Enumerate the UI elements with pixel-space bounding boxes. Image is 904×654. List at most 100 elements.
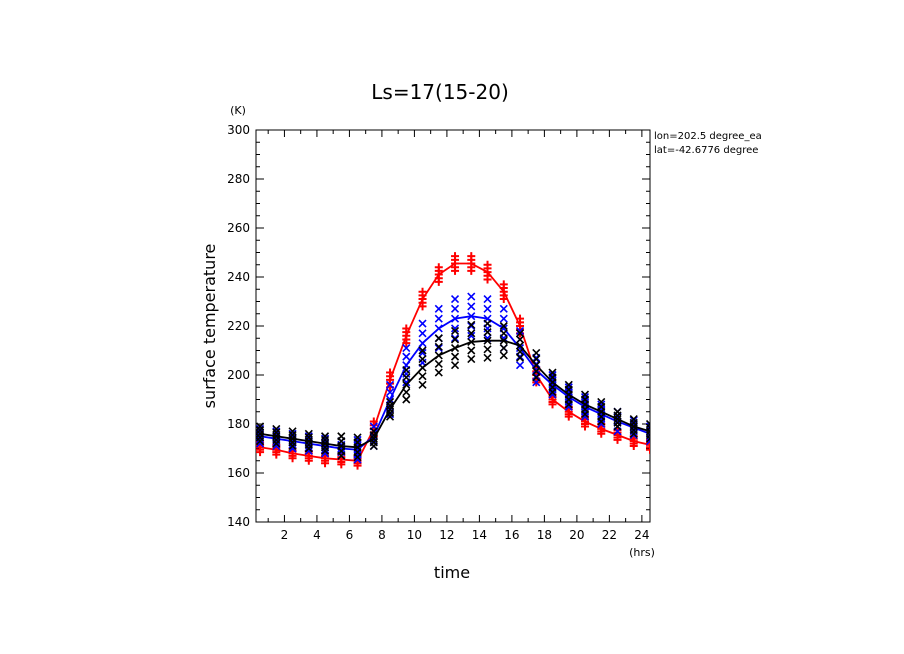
data-point xyxy=(272,424,281,433)
y-tick-label: 180 xyxy=(227,417,250,431)
data-point xyxy=(418,380,427,389)
data-point xyxy=(483,345,492,354)
series-1 xyxy=(256,292,650,464)
x-tick-label: 24 xyxy=(634,528,649,542)
data-point xyxy=(580,390,590,399)
data-point xyxy=(402,343,411,353)
data-point xyxy=(467,346,476,355)
data-point xyxy=(337,432,346,441)
y-tick-label: 140 xyxy=(227,515,250,529)
data-point xyxy=(564,380,573,389)
data-point xyxy=(288,427,297,436)
y-tick-label: 160 xyxy=(227,466,250,480)
data-point xyxy=(451,252,460,261)
data-point xyxy=(385,380,395,389)
series-2 xyxy=(256,319,650,462)
x-tick-label: 20 xyxy=(569,528,584,542)
data-point xyxy=(646,445,650,454)
data-point xyxy=(434,359,443,369)
y-unit: (K) xyxy=(230,104,246,117)
data-point xyxy=(483,353,492,362)
y-tick-label: 220 xyxy=(227,319,250,333)
data-point xyxy=(450,361,460,370)
data-point xyxy=(645,419,650,429)
data-point xyxy=(629,415,638,424)
y-tick-label: 300 xyxy=(227,123,250,137)
data-point xyxy=(499,304,508,313)
data-point xyxy=(304,429,313,438)
y-tick-label: 240 xyxy=(227,270,250,284)
data-point xyxy=(467,329,476,338)
info-line-lon: lon=202.5 degree_ea xyxy=(654,131,762,142)
x-tick-label: 16 xyxy=(504,528,519,542)
y-tick-label: 260 xyxy=(227,221,250,235)
data-point xyxy=(450,335,460,344)
data-point xyxy=(515,335,525,344)
data-point xyxy=(483,319,492,328)
data-point xyxy=(450,334,460,343)
x-tick-label: 14 xyxy=(472,528,487,542)
data-point xyxy=(418,355,427,364)
data-point xyxy=(418,346,427,355)
data-point xyxy=(467,321,476,331)
data-point xyxy=(532,373,541,382)
x-tick-label: 10 xyxy=(407,528,422,542)
data-point xyxy=(597,397,606,407)
data-point xyxy=(434,334,443,343)
data-point xyxy=(320,432,330,441)
data-point xyxy=(434,314,443,323)
data-point xyxy=(353,433,362,442)
data-point xyxy=(515,326,525,335)
data-point xyxy=(467,292,476,301)
data-point xyxy=(450,324,460,333)
data-point xyxy=(483,294,492,304)
data-point xyxy=(418,319,427,328)
x-tick-label: 12 xyxy=(439,528,454,542)
data-point xyxy=(467,331,476,340)
y-tick-label: 200 xyxy=(227,368,250,382)
data-point xyxy=(434,263,443,272)
x-tick-label: 8 xyxy=(378,528,386,542)
series-line-1 xyxy=(259,315,650,451)
data-point xyxy=(532,367,541,376)
data-point xyxy=(515,353,525,362)
x-tick-label: 4 xyxy=(313,528,321,542)
data-point xyxy=(548,370,557,380)
data-point xyxy=(564,383,573,392)
data-point xyxy=(353,435,362,444)
data-point xyxy=(467,302,476,311)
y-axis-label: surface temperature xyxy=(200,244,219,409)
data-point xyxy=(467,252,476,261)
x-unit: (hrs) xyxy=(629,546,655,559)
data-point xyxy=(434,368,443,377)
data-point xyxy=(418,287,427,296)
data-point xyxy=(450,304,460,313)
data-point xyxy=(499,329,508,338)
data-point xyxy=(402,395,411,404)
data-point xyxy=(499,280,508,289)
data-point xyxy=(483,328,492,337)
data-point xyxy=(613,407,622,416)
info-line-lat: lat=-42.6776 degree xyxy=(654,145,758,156)
data-point xyxy=(434,342,443,351)
data-point xyxy=(467,320,476,329)
data-point xyxy=(499,314,508,323)
series-line-2 xyxy=(259,339,650,449)
chart-title: Ls=17(15-20) xyxy=(371,80,509,104)
data-point xyxy=(580,392,590,402)
data-point xyxy=(515,361,525,370)
data-point xyxy=(418,348,427,358)
data-point xyxy=(434,304,443,313)
data-point xyxy=(450,352,460,361)
data-point xyxy=(418,372,427,381)
data-point xyxy=(483,304,492,313)
data-point xyxy=(499,343,508,353)
x-tick-label: 6 xyxy=(346,528,354,542)
data-point xyxy=(646,443,650,452)
data-point xyxy=(369,441,378,451)
data-point xyxy=(450,294,460,304)
plot-area: 2 4 6 8 10 12 14 16 18 20 22 2414016018020022024026… xyxy=(227,123,651,542)
data-point xyxy=(499,321,508,331)
data-point xyxy=(515,329,525,338)
